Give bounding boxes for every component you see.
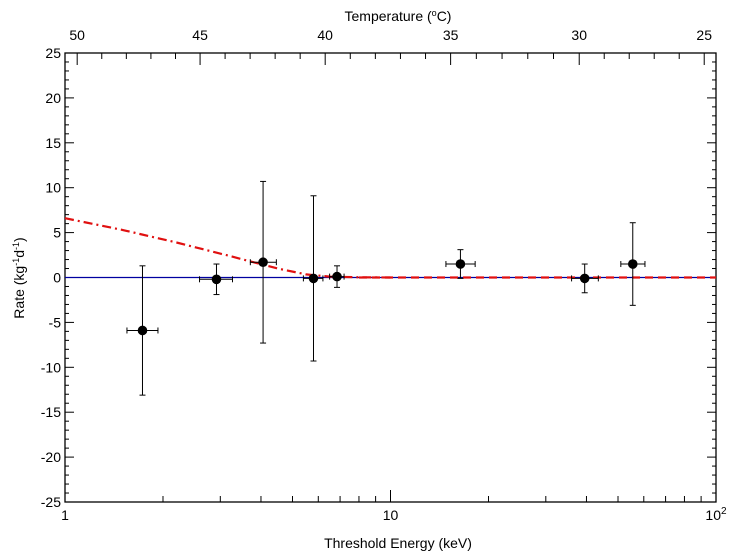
- y-tick-label: 0: [53, 270, 61, 286]
- x-tick-label: 102: [705, 506, 727, 523]
- y-tick-label: 5: [53, 225, 61, 241]
- data-point-marker: [455, 259, 466, 269]
- y-tick-label: 25: [45, 45, 61, 61]
- axis-ticks: -25 -20 -15 -10 -5 0 5 10 15 20 25 1 10 102 50 45 40 35 30…: [41, 27, 727, 523]
- top-tick-label: 30: [571, 27, 587, 43]
- top-tick-label: 25: [696, 27, 712, 43]
- data-points: [126, 180, 646, 396]
- y-tick-label: -15: [41, 404, 61, 420]
- top-tick-label: 35: [443, 27, 459, 43]
- data-point-marker: [332, 271, 342, 282]
- axis-labels: Threshold Energy (keV) Temperature (oC) …: [11, 8, 472, 551]
- x-tick-label: 10: [383, 507, 399, 523]
- data-point-group: [445, 249, 476, 279]
- data-point-group: [249, 180, 277, 344]
- degree-sign: o: [432, 8, 437, 18]
- data-point-group: [329, 265, 345, 288]
- y-tick-label: 10: [45, 180, 61, 196]
- y-tick-label: 20: [45, 90, 61, 106]
- data-point-marker: [258, 257, 268, 268]
- x-axis-title: Threshold Energy (keV): [324, 535, 472, 551]
- x-tick-label: 1: [61, 507, 69, 523]
- y-tick-label: -5: [49, 314, 62, 330]
- y-tick-label: -20: [41, 449, 61, 465]
- y-tick-label: -25: [41, 494, 61, 510]
- data-point-group: [126, 265, 159, 396]
- data-point-marker: [211, 274, 222, 285]
- top-axis-title: Temperature (oC): [345, 8, 452, 24]
- data-point-marker: [137, 325, 148, 336]
- data-point-marker: [579, 273, 590, 284]
- data-point-marker: [308, 273, 319, 284]
- top-tick-label: 40: [317, 27, 333, 43]
- data-point-marker: [627, 259, 638, 269]
- model-curves: [64, 217, 716, 279]
- top-tick-label: 45: [192, 27, 208, 43]
- data-point-group: [620, 222, 646, 306]
- data-point-group: [199, 263, 233, 296]
- dash-dot-line: [64, 217, 391, 279]
- data-point-group: [571, 263, 599, 294]
- data-point-group: [302, 195, 324, 362]
- top-tick-label: 50: [69, 27, 85, 43]
- y-tick-label: 15: [45, 135, 61, 151]
- y-tick-label: -10: [41, 359, 61, 375]
- y-axis-title: Rate (kg-1d-1): [11, 237, 27, 318]
